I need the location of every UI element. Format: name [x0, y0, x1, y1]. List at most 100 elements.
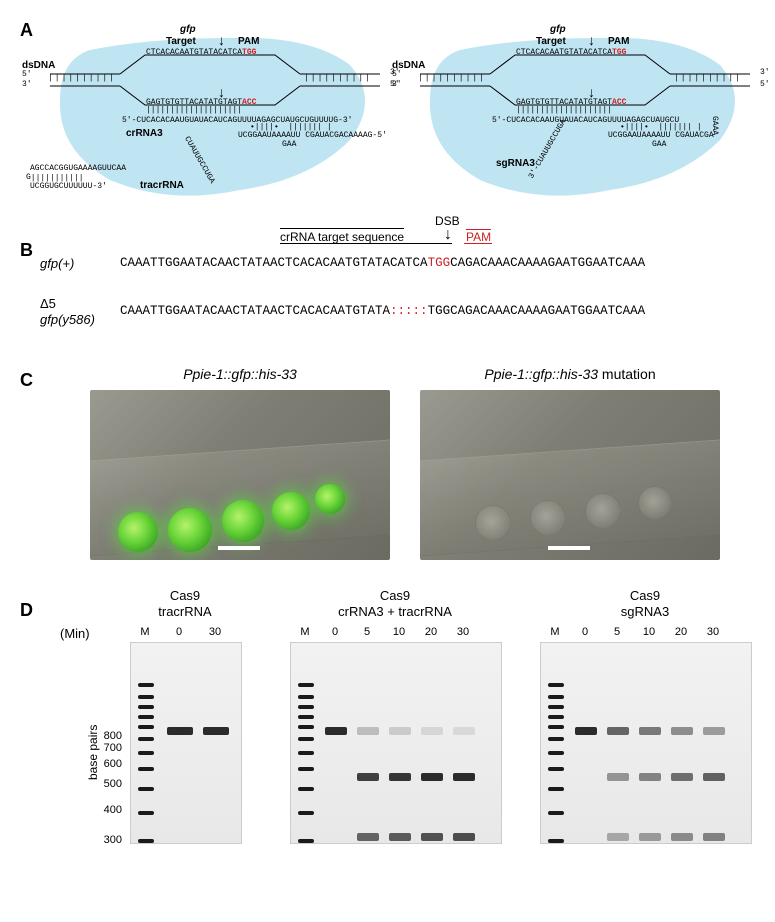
ladder-lane [135, 643, 157, 843]
ladder-band [298, 737, 314, 741]
sample-lane [355, 643, 381, 843]
pam-underline [464, 243, 492, 244]
lane-label: M [544, 626, 566, 638]
pair-ticks-l: |||||||||||||||||||| [146, 106, 242, 115]
sample-lane [387, 643, 413, 843]
gfp-seq: CAAATTGGAATACAACTATAACTCACACAATGTATACATC… [120, 256, 645, 270]
gel-band [453, 833, 475, 841]
gel-band [671, 727, 693, 735]
min-label: (Min) [60, 626, 90, 641]
ladder-band [138, 683, 154, 687]
target-label-right: Target [536, 36, 566, 47]
dsb-arrow: ↓ [444, 226, 452, 244]
ds-ticks-r2: |||||||||| [674, 74, 742, 83]
gel-band [639, 727, 661, 735]
gel-band [453, 773, 475, 781]
gel-image [540, 642, 752, 844]
lane-label: 10 [636, 626, 662, 638]
gel-band [575, 727, 597, 735]
gel-band [671, 833, 693, 841]
ladder-band [548, 695, 564, 699]
gel-subtitle: crRNA3 + tracrRNA [290, 604, 500, 619]
gfp-label-left: gfp [180, 24, 196, 35]
gel-title: Cas9 [130, 588, 240, 603]
bp-tick: 300 [94, 834, 122, 846]
gfp-plus-label: gfp(+) [40, 256, 74, 271]
ladder-band [548, 705, 564, 709]
gfp-nucleus [222, 500, 264, 542]
gel-band [453, 727, 475, 735]
ladder-band [548, 715, 564, 719]
gfp-nucleus [272, 492, 310, 530]
gfp-label-right: gfp [550, 24, 566, 35]
cut-arrow-top-right: ↓ [588, 32, 595, 48]
gel-band [421, 833, 443, 841]
ladder-band [298, 839, 314, 843]
five-r1: 5' [392, 70, 402, 79]
ladder-band [138, 725, 154, 729]
three-r2: 3' [760, 68, 770, 77]
gel-band [167, 727, 193, 735]
gel-band [607, 727, 629, 735]
gel-band [357, 833, 379, 841]
ladder-band [548, 767, 564, 771]
pam-label-right: PAM [608, 36, 629, 47]
sgrna3-label: sgRNA3 [496, 158, 535, 169]
lane-label: 20 [418, 626, 444, 638]
ladder-band [298, 683, 314, 687]
bp-tick: 700 [94, 742, 122, 754]
micro-title-right: Ppie-1::gfp::his-33 mutation [420, 366, 720, 382]
top-seq-right: CTCACACAATGTATACATCATGG [516, 48, 626, 57]
ladder-lane [545, 643, 567, 843]
ladder-band [138, 695, 154, 699]
five-r2: 5' [760, 80, 770, 89]
gel-image [290, 642, 502, 844]
sample-lane [573, 643, 599, 843]
delta5-label: Δ5 [40, 296, 56, 311]
cas9-blob-right: gfp Target ↓ PAM dsDNA 5' 3' 3' 5' CTCAC… [420, 30, 750, 200]
sample-lane [637, 643, 663, 843]
gel-subtitle: tracrRNA [130, 604, 240, 619]
crrna-seq2: UCGGAAUAAAAUU CGAUACGACAAAAG-5' [238, 131, 387, 140]
gel-band [703, 773, 725, 781]
gel-band [389, 833, 411, 841]
ladder-band [138, 705, 154, 709]
ladder-band [548, 751, 564, 755]
lane-label: 0 [164, 626, 194, 638]
sample-lane [701, 643, 727, 843]
five-l1: 5' [22, 70, 32, 79]
bp-tick: 800 [94, 730, 122, 742]
gel-band [639, 833, 661, 841]
sample-lane [669, 643, 695, 843]
ladder-band [548, 737, 564, 741]
pam-label-left: PAM [238, 36, 259, 47]
gfp-nucleus [168, 508, 212, 552]
gel-band [607, 773, 629, 781]
three-l1: 3' [22, 80, 32, 89]
nucleus-outline [530, 500, 566, 536]
ladder-band [298, 787, 314, 791]
gel-band [389, 773, 411, 781]
worm-body-right [420, 437, 720, 557]
sample-lane [165, 643, 195, 843]
gel-title: Cas9 [290, 588, 500, 603]
lane-label: M [134, 626, 156, 638]
lane-label: 30 [700, 626, 726, 638]
gel-subtitle: sgRNA3 [540, 604, 750, 619]
pam-header: PAM [466, 230, 491, 244]
ladder-band [298, 705, 314, 709]
ladder-band [298, 725, 314, 729]
crrna-target-label: crRNA target sequence [280, 230, 404, 244]
gel-band [421, 727, 443, 735]
ladder-band [548, 683, 564, 687]
lane-label: 0 [322, 626, 348, 638]
ladder-band [138, 751, 154, 755]
ladder-band [298, 811, 314, 815]
ladder-band [298, 715, 314, 719]
cut-arrow-top-left: ↓ [218, 32, 225, 48]
ladder-band [298, 695, 314, 699]
gel-image [130, 642, 242, 844]
micrograph-right [420, 390, 720, 560]
scalebar-right [548, 546, 590, 550]
ladder-band [298, 751, 314, 755]
